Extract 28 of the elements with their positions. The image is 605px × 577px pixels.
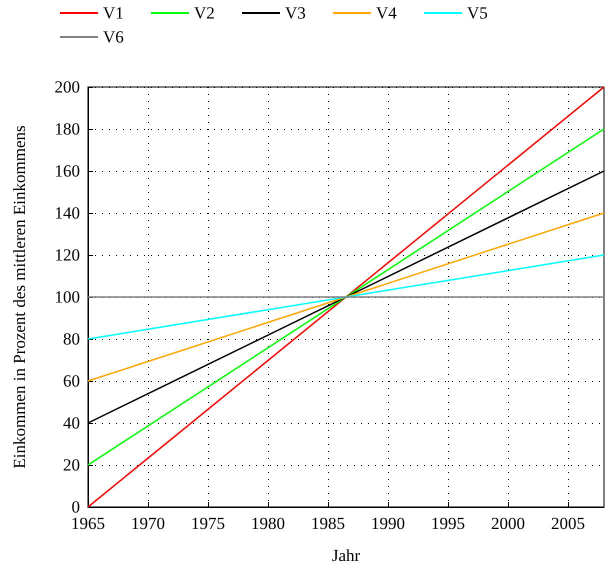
legend-label: V5: [467, 4, 488, 22]
y-tick-label: 60: [63, 372, 80, 390]
y-tick-label: 100: [54, 288, 80, 306]
y-tick-label: 80: [63, 330, 80, 348]
legend-label: V2: [194, 4, 215, 22]
y-tick-label: 40: [63, 414, 80, 432]
y-tick-label: 200: [54, 78, 80, 96]
x-tick-label: 1975: [191, 514, 225, 533]
y-tick-label: 120: [54, 246, 80, 264]
y-tick-label: 180: [54, 120, 80, 138]
x-tick-label: 1965: [71, 514, 105, 533]
legend-label: V1: [103, 4, 124, 22]
legend-label: V3: [285, 4, 306, 22]
x-tick-label: 2000: [491, 514, 525, 533]
x-tick-label: 1995: [431, 514, 465, 533]
y-tick-label: 160: [54, 162, 80, 180]
x-tick-label: 1980: [251, 514, 285, 533]
y-axis-title: Einkommen in Prozent des mittleren Einkommens: [10, 125, 29, 469]
y-tick-label: 0: [72, 498, 80, 516]
x-tick-label: 2005: [551, 514, 585, 533]
x-tick-label: 1985: [311, 514, 345, 533]
x-axis-title: Jahr: [332, 546, 360, 565]
x-tick-label: 1990: [371, 514, 405, 533]
y-tick-label: 140: [54, 204, 80, 222]
legend-label: V4: [376, 4, 398, 22]
legend-label: V6: [103, 28, 124, 46]
y-tick-label: 20: [63, 456, 80, 474]
x-tick-label: 1970: [131, 514, 165, 533]
